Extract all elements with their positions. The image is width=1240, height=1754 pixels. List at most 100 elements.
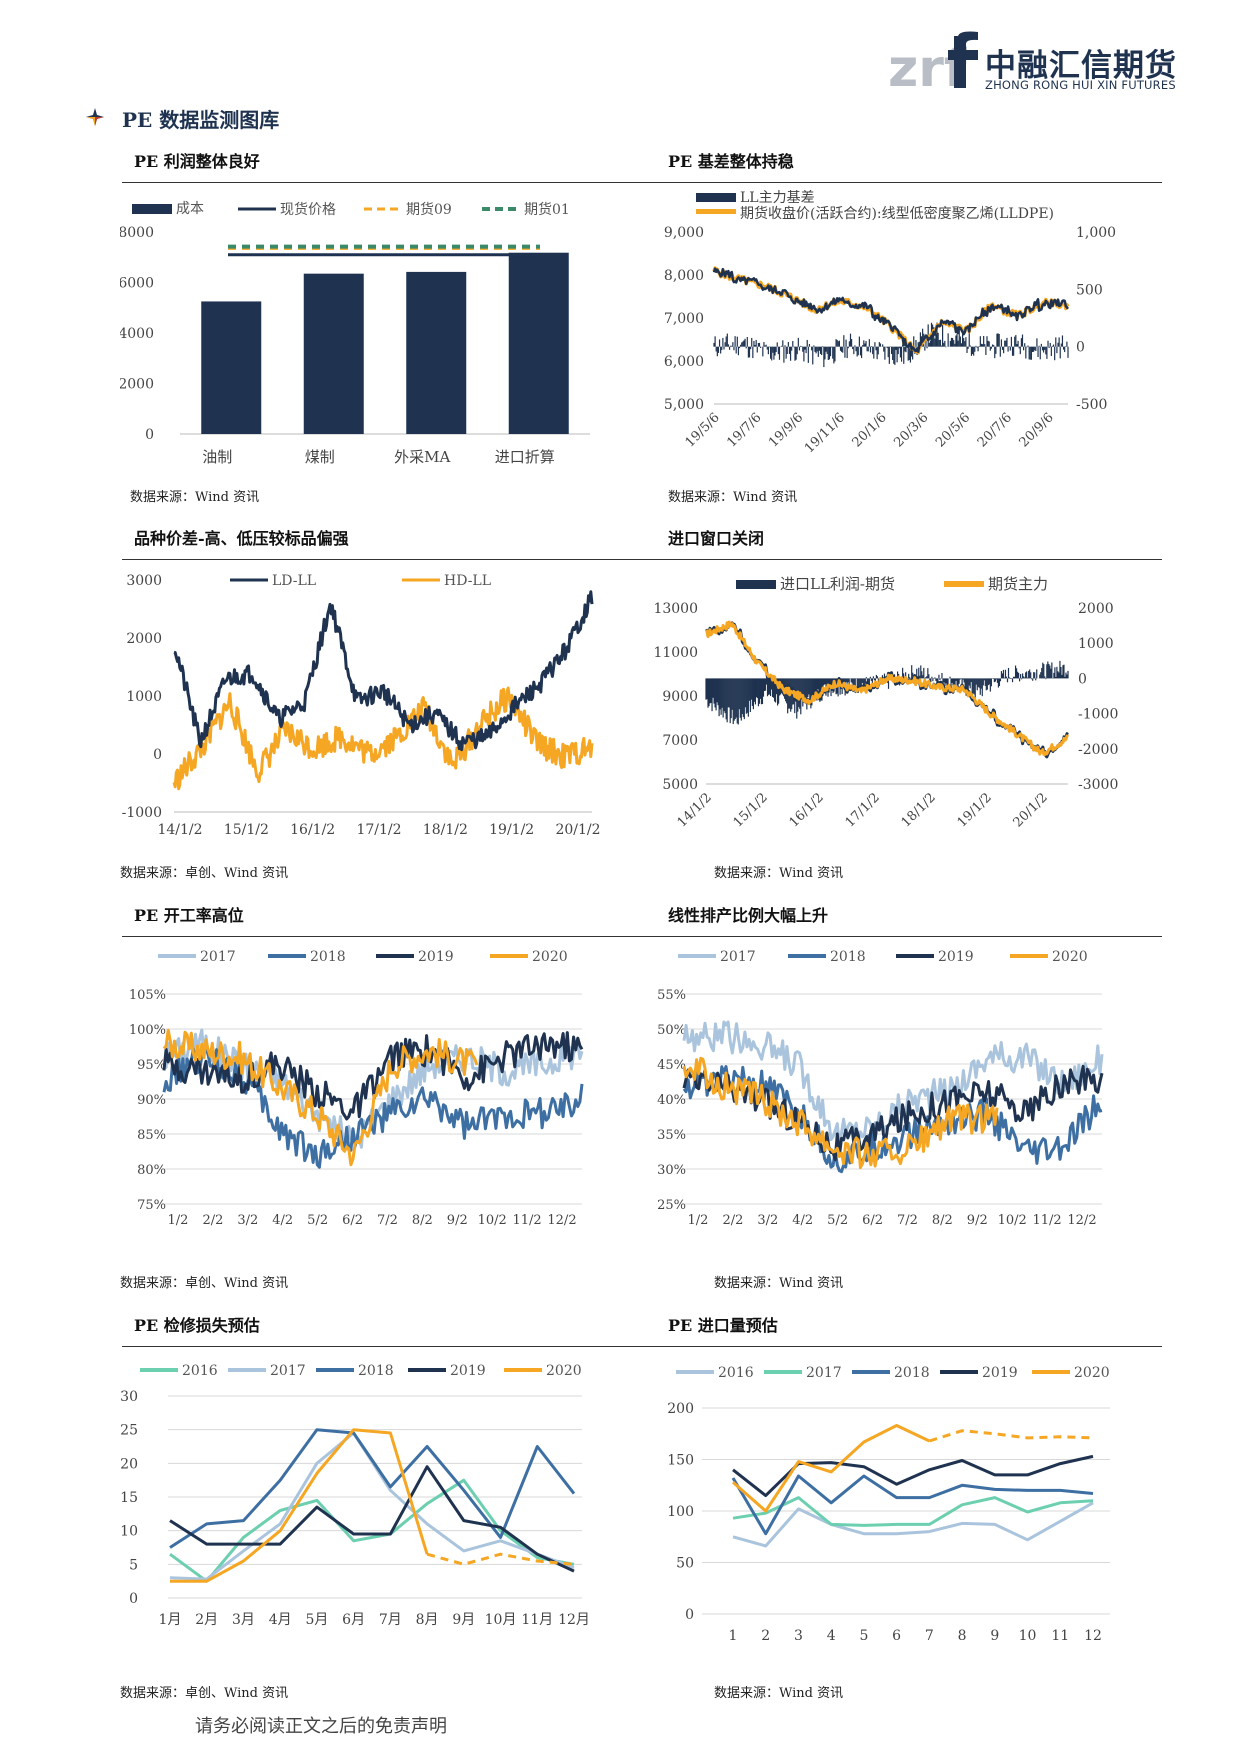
- y-right-tick-label: 1000: [1078, 636, 1114, 652]
- legend-swatch: [736, 580, 776, 589]
- legend-label: 2017: [720, 949, 756, 965]
- y-tick-label: 0: [129, 1591, 138, 1607]
- x-tick-label: 19/7/6: [724, 410, 764, 450]
- chart-svg: 13000 11000 9000 7000 5000 2000 1000 0 -1000 -200…: [653, 575, 1118, 830]
- x-tick-label: 17/1/2: [356, 822, 401, 838]
- y-right-tick-label: -2000: [1078, 742, 1118, 758]
- y-left-tick-label: 5000: [662, 777, 698, 793]
- chart-svg: 9,000 8,000 7,000 6,000 5,000 1,000 500 0 -500 19…: [664, 190, 1116, 456]
- y-left-tick-label: 13000: [653, 601, 698, 617]
- disclaimer-footer: 请务必阅读正文之后的免责声明: [195, 1716, 447, 1737]
- y-tick-label: 55%: [657, 988, 686, 1003]
- x-tick-label: 2/2: [722, 1213, 743, 1228]
- line-year-2017: [682, 1020, 1104, 1146]
- x-tick-label: 6月: [342, 1612, 365, 1628]
- x-tick-label: 15/1/2: [224, 822, 269, 838]
- legend-swatch: [696, 209, 736, 214]
- y-right-tick-label: 2000: [1078, 601, 1114, 617]
- legend-label: 2017: [200, 949, 236, 965]
- x-tick-label: 7: [925, 1628, 934, 1642]
- chart-svg: 8000 6000 4000 2000 0 油制 煤制 外采MA 进口折算 成本 现货价格 期货09 期…: [120, 201, 590, 466]
- legend-label: 2019: [418, 949, 454, 965]
- divider: [122, 1346, 1162, 1347]
- y-left-tick-label: 11000: [653, 645, 698, 661]
- legend-label: 期货09: [406, 201, 452, 218]
- x-tick-label: 外采MA: [394, 448, 450, 466]
- x-tick-label: 20/1/2: [555, 822, 600, 838]
- chart-svg: 30 25 20 15 10 5 0 1月 2月 3月 4月 5月 6月 7月 8月 9月 10月 11月 12月 2…: [120, 1363, 590, 1628]
- legend-label: 2017: [270, 1363, 306, 1379]
- line-year-2020-forecast: [928, 1429, 1094, 1443]
- y-tick-label: 10: [120, 1524, 138, 1540]
- y-tick-label: 20: [120, 1456, 138, 1472]
- legend-label: 2020: [1052, 949, 1088, 965]
- x-tick-label: 20/1/6: [850, 410, 890, 450]
- x-tick-label: 19/1/2: [489, 822, 534, 838]
- legend-label: 2020: [532, 949, 568, 965]
- x-tick-label: 1月: [159, 1612, 182, 1628]
- x-tick-label: 4/2: [792, 1213, 813, 1228]
- divider: [122, 182, 1162, 183]
- y-left-tick-label: 6,000: [664, 354, 704, 370]
- source-note-spread: 数据来源：卓创、Wind 资讯: [120, 866, 289, 881]
- panel-title-operating-rate: PE 开工率高位: [134, 906, 244, 925]
- chart-import-window: 13000 11000 9000 7000 5000 2000 1000 0 -1000 -200…: [640, 566, 1180, 856]
- y-tick-label: 15: [120, 1490, 138, 1506]
- source-note-linear-ratio: 数据来源：Wind 资讯: [714, 1276, 844, 1291]
- line-year-2017: [732, 1496, 1094, 1527]
- y-tick-label: 75%: [137, 1198, 166, 1213]
- legend-label: 2018: [894, 1365, 930, 1381]
- line-year-2020: [682, 1056, 999, 1169]
- y-tick-label: 5: [129, 1557, 138, 1573]
- y-left-tick-label: 8,000: [664, 268, 704, 284]
- y-right-tick-label: 1,000: [1076, 225, 1116, 241]
- x-tick-label: 5/2: [827, 1213, 848, 1228]
- source-note-operating-rate: 数据来源：卓创、Wind 资讯: [120, 1276, 289, 1291]
- x-tick-label: 15/1/2: [731, 790, 771, 830]
- legend-label: 2016: [718, 1365, 754, 1381]
- line-ll-spot: [712, 267, 1069, 353]
- x-tick-label: 煤制: [305, 448, 335, 466]
- x-tick-label: 2月: [195, 1612, 218, 1628]
- legend-label: 成本: [176, 201, 204, 217]
- x-tick-label: 4月: [269, 1612, 292, 1628]
- x-tick-label: 18/1/2: [899, 790, 939, 830]
- line-year-2020: [162, 1028, 479, 1167]
- line-year-2016: [732, 1501, 1094, 1548]
- y-tick-label: 8000: [120, 225, 154, 241]
- x-tick-label: 14/1/2: [675, 790, 715, 830]
- x-tick-label: 3/2: [237, 1213, 258, 1228]
- y-tick-label: 50%: [657, 1023, 686, 1038]
- y-right-tick-label: 0: [1076, 340, 1085, 356]
- x-tick-label: 6/2: [862, 1213, 883, 1228]
- x-tick-label: 16/1/2: [787, 790, 827, 830]
- bar-cost: [201, 301, 262, 434]
- y-tick-label: 30%: [657, 1163, 686, 1178]
- line-year-2019: [169, 1465, 575, 1573]
- divider: [122, 936, 1162, 937]
- x-tick-label: 油制: [202, 448, 232, 466]
- x-tick-label: 12月: [558, 1612, 590, 1628]
- x-tick-label: 11: [1051, 1628, 1069, 1642]
- x-tick-label: 2: [761, 1628, 770, 1642]
- legend-label: 2017: [806, 1365, 842, 1381]
- x-tick-label: 1/2: [168, 1213, 189, 1228]
- x-tick-label: 9: [990, 1628, 999, 1642]
- x-tick-label: 8/2: [412, 1213, 433, 1228]
- legend-label: 2016: [182, 1363, 218, 1379]
- bar-cost: [406, 271, 467, 434]
- y-tick-label: 25: [120, 1423, 138, 1439]
- source-note-profit: 数据来源：Wind 资讯: [130, 490, 260, 505]
- panel-title-spread: 品种价差-高、低压较标品偏强: [134, 529, 349, 548]
- line-year-2018: [169, 1428, 576, 1549]
- x-tick-label: 16/1/2: [290, 822, 335, 838]
- x-tick-label: 9/2: [447, 1213, 468, 1228]
- y-tick-label: -1000: [122, 805, 162, 821]
- y-tick-label: 25%: [657, 1198, 686, 1213]
- x-tick-label: 12: [1084, 1628, 1102, 1642]
- panel-title-maintenance: PE 检修损失预估: [134, 1316, 260, 1335]
- legend-label: 2018: [830, 949, 866, 965]
- y-tick-label: 4000: [120, 326, 154, 342]
- y-tick-label: 100%: [129, 1023, 166, 1038]
- x-tick-label: 9/2: [967, 1213, 988, 1228]
